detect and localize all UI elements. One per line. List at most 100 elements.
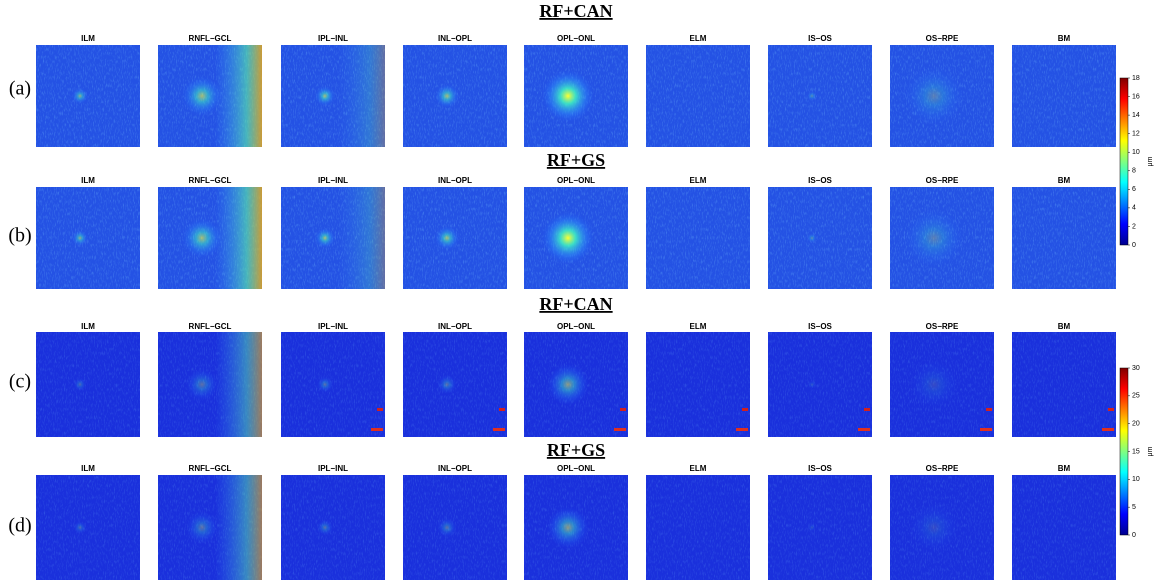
panel-title: OPL−ONL bbox=[557, 34, 595, 43]
panel-title: ELM bbox=[690, 34, 707, 43]
heatmap-glow bbox=[904, 208, 964, 268]
row-label: (d) bbox=[8, 515, 31, 537]
colorbar-unit: μm bbox=[1147, 156, 1154, 166]
panel-title: IPL−INL bbox=[318, 176, 348, 185]
panel-title: INL−OPL bbox=[438, 34, 472, 43]
panel-title: OS−RPE bbox=[926, 322, 959, 331]
panel-title: BM bbox=[1058, 464, 1071, 473]
artifact bbox=[864, 408, 870, 411]
heatmap-glow bbox=[437, 517, 457, 538]
panel-title: BM bbox=[1058, 34, 1071, 43]
colorbar-tick-label: 0 bbox=[1132, 242, 1136, 249]
colorbar-tick-label: 14 bbox=[1132, 112, 1140, 119]
colorbar-unit: μm bbox=[1147, 446, 1154, 456]
heatmap-glow bbox=[317, 519, 333, 536]
colorbar-tick-label: 12 bbox=[1132, 131, 1140, 138]
section-title: RF+CAN bbox=[539, 294, 612, 314]
row-label: (a) bbox=[9, 78, 31, 100]
heatmap-texture bbox=[1012, 187, 1116, 289]
heatmap-texture bbox=[36, 475, 140, 580]
heatmap-glow bbox=[808, 380, 816, 389]
heatmap-glow bbox=[317, 376, 333, 393]
artifact bbox=[499, 408, 505, 411]
colorbar-tick-label: 2 bbox=[1132, 223, 1136, 230]
heatmap-texture bbox=[646, 187, 750, 289]
panel-title: RNFL−GCL bbox=[189, 176, 232, 185]
heatmap-glow bbox=[910, 503, 958, 552]
panel-title: RNFL−GCL bbox=[189, 322, 232, 331]
panel-title: OS−RPE bbox=[926, 176, 959, 185]
section-title: RF+CAN bbox=[539, 1, 612, 21]
heatmap-texture bbox=[1012, 332, 1116, 437]
colorbar-tick-label: 6 bbox=[1132, 186, 1136, 193]
panel-title: BM bbox=[1058, 176, 1071, 185]
panel-title: INL−OPL bbox=[438, 176, 472, 185]
heatmap-texture bbox=[768, 332, 872, 437]
heatmap-glow bbox=[547, 363, 589, 406]
heatmap-texture bbox=[768, 475, 872, 580]
colorbar-tick-label: 30 bbox=[1132, 365, 1140, 372]
panel-title: ELM bbox=[690, 322, 707, 331]
colorbar-tick-label: 10 bbox=[1132, 149, 1140, 156]
heatmap-edge bbox=[158, 332, 262, 437]
colorbar-tick-label: 15 bbox=[1132, 448, 1140, 455]
artifact bbox=[736, 428, 748, 431]
heatmap-edge bbox=[158, 475, 262, 580]
artifact bbox=[493, 428, 505, 431]
panel-title: OPL−ONL bbox=[557, 322, 595, 331]
panel-title: ILM bbox=[81, 176, 95, 185]
heatmap-glow bbox=[73, 378, 87, 391]
heatmap-glow bbox=[547, 506, 589, 549]
colorbar-tick-label: 4 bbox=[1132, 205, 1136, 212]
panel-title: IS−OS bbox=[808, 322, 832, 331]
panel-title: OPL−ONL bbox=[557, 176, 595, 185]
heatmap-glow bbox=[910, 360, 958, 409]
heatmap-glow bbox=[807, 233, 817, 243]
artifact bbox=[1108, 408, 1114, 411]
artifact bbox=[614, 428, 626, 431]
heatmap-texture bbox=[36, 332, 140, 437]
colorbar-tick-label: 25 bbox=[1132, 393, 1140, 400]
heatmap-glow bbox=[808, 523, 816, 532]
heatmap-texture bbox=[646, 475, 750, 580]
heatmap-glow bbox=[73, 521, 87, 534]
panel-title: INL−OPL bbox=[438, 464, 472, 473]
artifact bbox=[980, 428, 992, 431]
panel-title: INL−OPL bbox=[438, 322, 472, 331]
artifact bbox=[1102, 428, 1114, 431]
panel-title: ILM bbox=[81, 464, 95, 473]
panel-title: ELM bbox=[690, 176, 707, 185]
heatmap-glow bbox=[435, 226, 459, 250]
heatmap-glow bbox=[904, 66, 964, 126]
panel-title: RNFL−GCL bbox=[189, 34, 232, 43]
section-title: RF+GS bbox=[547, 150, 605, 170]
artifact bbox=[620, 408, 626, 411]
heatmap-texture bbox=[768, 45, 872, 147]
panel-title: IPL−INL bbox=[318, 34, 348, 43]
colorbar bbox=[1119, 367, 1129, 536]
colorbar-tick-label: 8 bbox=[1132, 168, 1136, 175]
panel-title: IS−OS bbox=[808, 464, 832, 473]
colorbar-tick-label: 18 bbox=[1132, 75, 1140, 82]
panel-title: IPL−INL bbox=[318, 464, 348, 473]
panel-title: ELM bbox=[690, 464, 707, 473]
heatmap-edge bbox=[158, 187, 262, 289]
heatmap-glow bbox=[435, 84, 459, 108]
artifact bbox=[377, 408, 383, 411]
artifact bbox=[742, 408, 748, 411]
panel-title: IPL−INL bbox=[318, 322, 348, 331]
panel-title: IS−OS bbox=[808, 176, 832, 185]
colorbar-tick-label: 20 bbox=[1132, 421, 1140, 428]
colorbar-tick-label: 10 bbox=[1132, 476, 1140, 483]
heatmap-texture bbox=[768, 187, 872, 289]
panel-title: ILM bbox=[81, 322, 95, 331]
panel-title: OS−RPE bbox=[926, 34, 959, 43]
heatmap-glow bbox=[72, 230, 88, 246]
heatmap-glow bbox=[72, 88, 88, 104]
panel-title: BM bbox=[1058, 322, 1071, 331]
panel-title: RNFL−GCL bbox=[189, 464, 232, 473]
row-label: (c) bbox=[9, 371, 31, 393]
heatmap-edge bbox=[281, 187, 385, 289]
heatmap-edge bbox=[158, 45, 262, 147]
